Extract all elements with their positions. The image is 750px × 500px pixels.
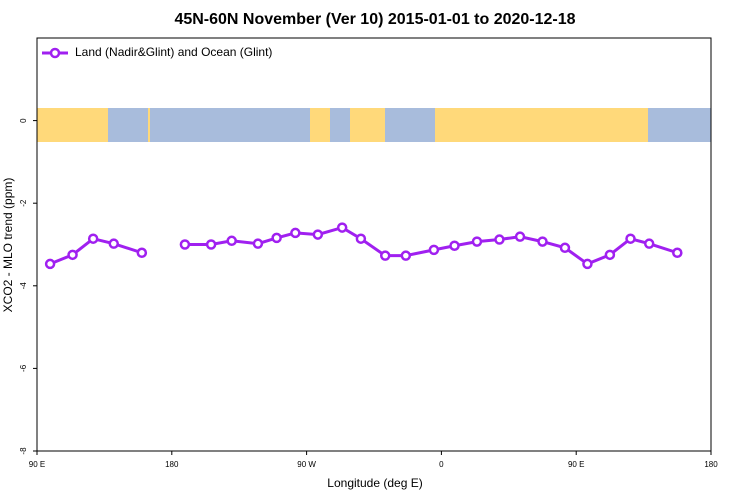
y-tick-label: -8 — [19, 447, 28, 455]
data-point — [226, 235, 237, 247]
data-point — [355, 233, 367, 244]
data-point — [428, 244, 440, 256]
ocean — [385, 108, 435, 142]
data-point — [471, 236, 483, 247]
x-tick-label: 0 — [439, 460, 444, 469]
land — [37, 108, 711, 142]
data-point — [312, 229, 324, 240]
data-point — [108, 238, 120, 249]
y-tick-label: -2 — [19, 199, 28, 207]
x-tick-label: 180 — [165, 460, 179, 469]
data-point — [67, 249, 78, 261]
chart-title: 45N-60N November (Ver 10) 2015-01-01 to … — [174, 11, 575, 28]
ocean — [108, 108, 148, 142]
ocean — [150, 108, 310, 142]
data-point — [625, 233, 636, 244]
y-tick-label: -6 — [19, 364, 28, 372]
data-point — [87, 233, 99, 244]
data-point — [400, 250, 412, 261]
data-point — [559, 242, 571, 254]
data-point — [582, 258, 593, 270]
y-tick-label: 0 — [19, 118, 28, 123]
x-tick-label: 90 E — [568, 460, 584, 469]
map-band — [37, 108, 711, 142]
data-point — [252, 238, 264, 249]
x-tick-label: 90 W — [297, 460, 316, 469]
data-point — [205, 239, 217, 250]
data-point — [290, 227, 301, 239]
ocean — [330, 108, 350, 142]
legend-label: Land (Nadir&Glint) and Ocean (Glint) — [75, 45, 272, 59]
data-point — [514, 231, 526, 242]
data-point — [494, 234, 505, 245]
data-point — [44, 258, 56, 270]
y-axis-label: XCO2 - MLO trend (ppm) — [1, 178, 15, 313]
data-point — [449, 240, 460, 251]
data-point — [336, 222, 348, 233]
data-point — [604, 249, 616, 261]
ocean — [648, 108, 711, 142]
x-tick-label: 90 E — [29, 460, 45, 469]
legend-marker — [49, 47, 61, 59]
data-point — [643, 238, 655, 249]
data-point — [271, 232, 282, 244]
y-tick-label: -4 — [19, 282, 28, 290]
data-point — [379, 250, 391, 261]
data-point — [136, 247, 148, 259]
x-tick-label: 180 — [704, 460, 718, 469]
data-point — [537, 236, 548, 247]
x-axis-label: Longitude (deg E) — [327, 476, 422, 490]
plot-frame — [36, 37, 712, 452]
data-point — [672, 247, 683, 259]
data-point — [179, 239, 191, 250]
